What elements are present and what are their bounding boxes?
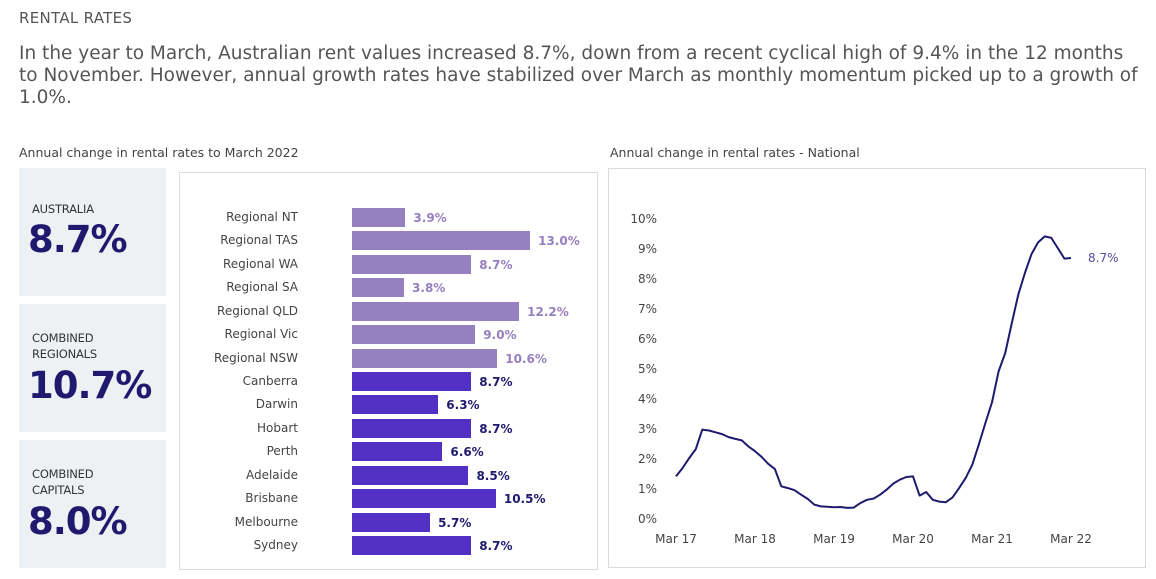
bar-label: Brisbane: [245, 491, 298, 506]
y-tick-label: 0%: [638, 512, 657, 526]
bar-value-label: 8.5%: [476, 468, 510, 483]
y-tick-label: 3%: [638, 422, 657, 436]
bar: [352, 489, 496, 509]
y-tick-label: 1%: [638, 482, 657, 496]
bar-label: Canberra: [242, 374, 298, 388]
bar-label: Regional SA: [226, 280, 298, 295]
bar-value-label: 5.7%: [438, 515, 472, 530]
bar-value-label: 8.7%: [479, 257, 513, 272]
bar: [352, 465, 469, 485]
bar: [352, 372, 472, 391]
stat-combined-regionals: COMBINED REGIONALS 10.7%: [19, 304, 166, 432]
bar-label: Regional QLD: [217, 303, 298, 318]
y-tick-label: 4%: [638, 392, 657, 406]
stat-value: 10.7%: [28, 364, 152, 407]
bar: [352, 278, 405, 298]
bar-label: Adelaide: [245, 467, 298, 482]
bar-value-label: 3.9%: [413, 211, 447, 225]
bar-value-label: 10.5%: [503, 492, 546, 507]
x-tick-label: Mar 19: [813, 532, 855, 546]
bar-value-label: 8.7%: [479, 421, 513, 436]
series-line: [675, 235, 1072, 509]
stat-value: 8.7%: [28, 218, 128, 261]
x-tick-label: Mar 22: [1050, 532, 1092, 546]
stat-label: COMBINED REGIONALS: [32, 331, 97, 361]
x-tick-label: Mar 21: [971, 532, 1013, 546]
bar-value-label: 12.2%: [527, 304, 569, 319]
bar-label: Hobart: [257, 420, 298, 435]
stat-combined-capitals: COMBINED CAPITALS 8.0%: [19, 440, 166, 568]
y-tick-label: 10%: [630, 212, 657, 226]
end-value-label: 8.7%: [1088, 251, 1119, 265]
bar: [352, 301, 520, 321]
bar-label: Sydney: [253, 538, 298, 553]
bar-value-label: 10.6%: [505, 351, 547, 366]
x-tick-label: Mar 20: [892, 532, 934, 546]
bar-label: Darwin: [255, 397, 298, 412]
bar-label: Regional NSW: [213, 350, 298, 365]
section-title: RENTAL RATES: [19, 9, 133, 27]
bar: [352, 254, 472, 274]
y-tick-label: 6%: [638, 332, 657, 346]
stat-label: AUSTRALIA: [32, 202, 94, 216]
line-chart-title: Annual change in rental rates - National: [610, 145, 860, 160]
y-tick-label: 2%: [638, 452, 657, 466]
bar: [352, 418, 472, 438]
stat-value: 8.0%: [28, 500, 128, 543]
bar-label: Perth: [266, 444, 298, 459]
y-tick-label: 8%: [638, 272, 657, 286]
bar-value-label: 9.0%: [483, 328, 517, 343]
y-tick-label: 7%: [638, 302, 657, 316]
bar-chart-title: Annual change in rental rates to March 2…: [19, 145, 299, 160]
bar-value-label: 8.7%: [479, 375, 513, 389]
bar-value-label: 6.6%: [450, 445, 484, 460]
bar-label: Regional NT: [226, 210, 298, 224]
x-tick-label: Mar 17: [655, 532, 697, 546]
bar-value-label: 3.8%: [412, 281, 446, 296]
bar: [352, 231, 531, 251]
bar: [352, 348, 498, 368]
x-tick-label: Mar 18: [734, 532, 776, 546]
bar: [352, 442, 443, 462]
stat-australia: AUSTRALIA 8.7%: [19, 168, 166, 296]
stat-label: COMBINED CAPITALS: [32, 467, 94, 497]
bar: [352, 208, 406, 227]
line-chart-panel: [608, 168, 1146, 568]
y-tick-label: 5%: [638, 362, 657, 376]
bar-value-label: 13.0%: [538, 234, 580, 249]
bar: [352, 536, 472, 556]
bar-value-label: 8.7%: [479, 539, 513, 554]
bar-label: Regional TAS: [220, 233, 298, 248]
bar-value-label: 6.3%: [446, 398, 480, 413]
bar-label: Regional Vic: [224, 327, 298, 342]
intro-paragraph: In the year to March, Australian rent va…: [19, 43, 1138, 108]
bar: [352, 325, 476, 345]
y-tick-label: 9%: [638, 242, 657, 256]
bar-label: Melbourne: [234, 514, 298, 529]
bar: [352, 512, 431, 532]
bar-label: Regional WA: [223, 256, 298, 271]
bar: [352, 395, 439, 415]
